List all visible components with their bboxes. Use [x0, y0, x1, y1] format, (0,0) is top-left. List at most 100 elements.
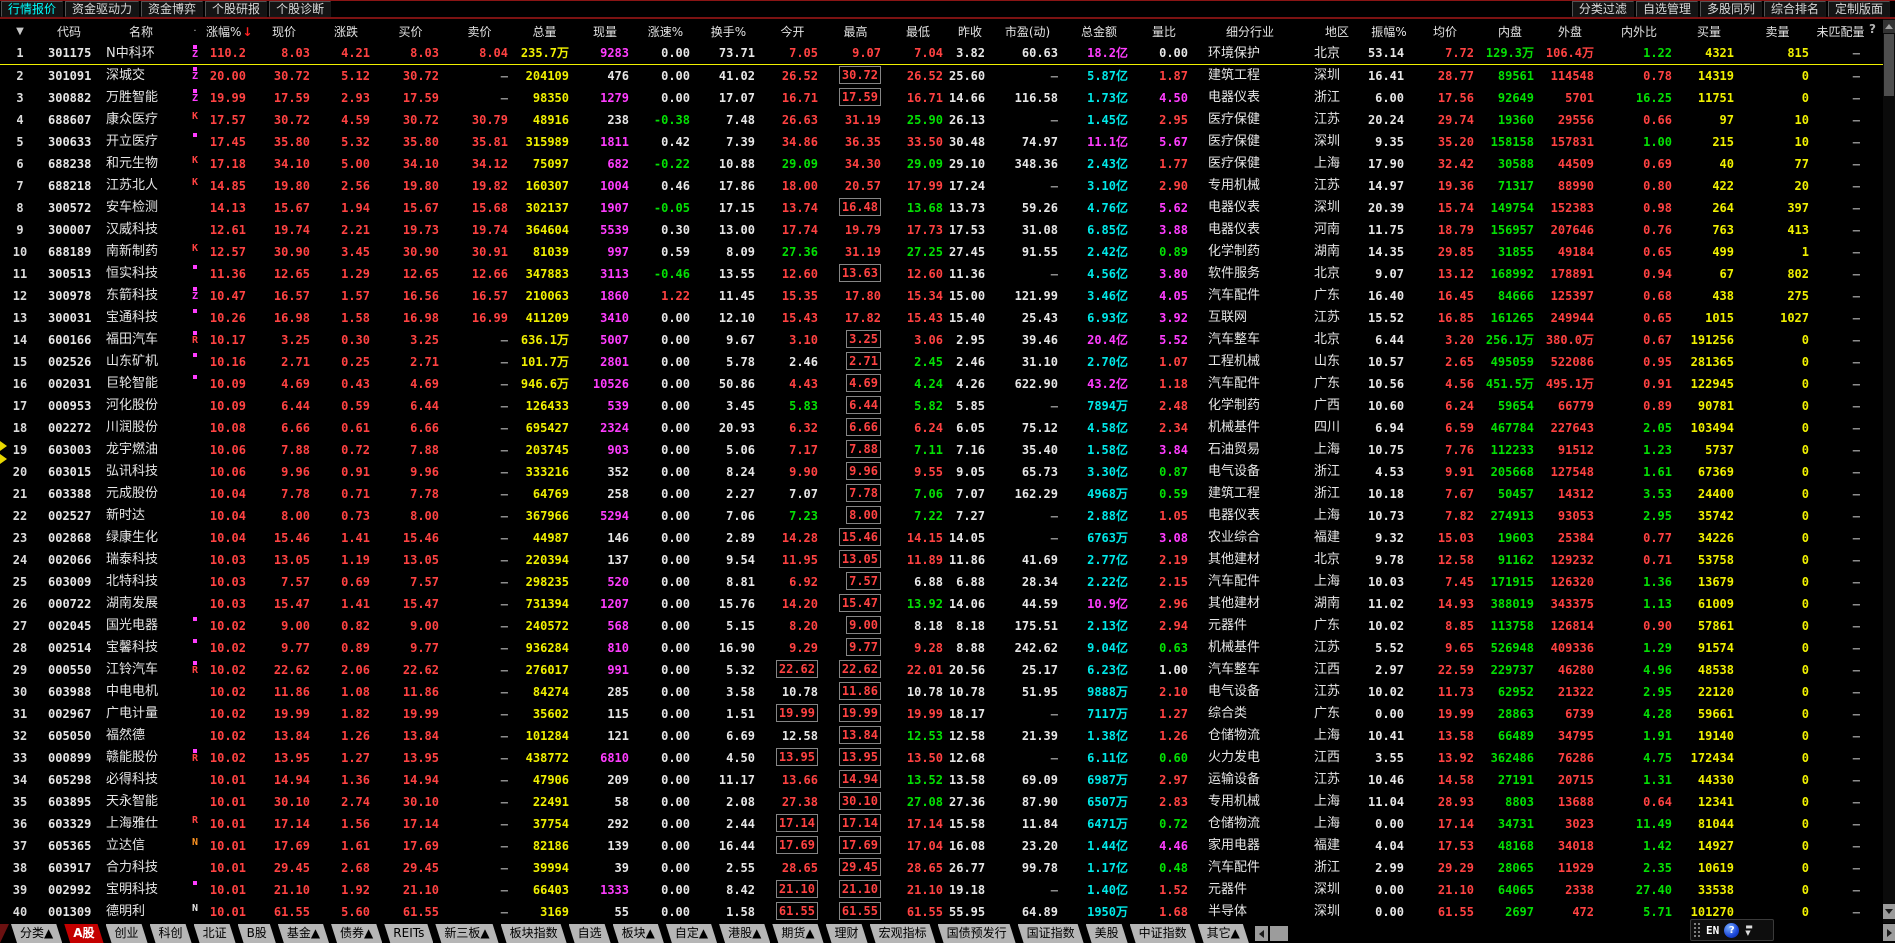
col-header-pct-change[interactable]: 涨幅%↓	[206, 23, 252, 40]
table-row[interactable]: 35 603895 天永智能 10.01 30.10 2.74 30.10–22491 58 0…	[0, 791, 1883, 813]
bottom-tab[interactable]: 创业	[106, 924, 148, 943]
col-header-high[interactable]: 最高	[824, 23, 887, 40]
col-header-in-out-ratio[interactable]: 内外比	[1600, 23, 1678, 40]
table-row[interactable]: 21 603388 元成股份 10.04 7.78 0.71 7.78–64769 258 0.…	[0, 483, 1883, 505]
ime-language-bar[interactable]: EN ? ▬ ▼	[1690, 919, 1774, 941]
col-header-avg-price[interactable]: 均价	[1410, 23, 1480, 40]
table-row[interactable]: 17 000953 河化股份 10.09 6.44 0.59 6.44–126433 539 0…	[0, 395, 1883, 417]
bottom-tab[interactable]: 债券▲	[331, 924, 382, 943]
table-row[interactable]: 27 002045 国光电器 10.02 9.00 0.82 9.00–240572 568 0…	[0, 615, 1883, 637]
top-menu-item[interactable]: 个股研报	[205, 1, 268, 17]
table-row[interactable]: 15 002526 山东矿机 10.16 2.71 0.25 2.71–101.7万 2801…	[0, 351, 1883, 373]
col-header-name[interactable]: 名称	[98, 23, 184, 40]
ime-dropdown-icon[interactable]: ▼	[1745, 929, 1751, 937]
bottom-tab[interactable]: 其它▲	[1198, 924, 1249, 943]
bottom-tab[interactable]: 国证指数	[1018, 924, 1084, 943]
bottom-tab[interactable]: 自定▲	[666, 924, 717, 943]
table-row[interactable]: 16 002031 巨轮智能 10.09 4.69 0.43 4.69–946.6万 1052…	[0, 373, 1883, 395]
ime-controls[interactable]: ▬ ▼	[1745, 923, 1753, 937]
col-header-amount[interactable]: 总金额	[1064, 23, 1134, 40]
table-row[interactable]: 36 603329 上海雅仕 R 10.01 17.14 1.56 17.14–37754 29…	[0, 813, 1883, 835]
bottom-tab[interactable]: 新三板▲	[435, 924, 498, 943]
bottom-tab[interactable]: 中证指数	[1130, 924, 1196, 943]
table-row[interactable]: 31 002967 广电计量 10.02 19.99 1.82 19.99–35602 115…	[0, 703, 1883, 725]
bottom-tab[interactable]: 分类▲	[11, 924, 62, 943]
ime-help-icon[interactable]: ?	[1724, 922, 1740, 938]
col-header-ask[interactable]: 卖价	[445, 23, 514, 40]
table-row[interactable]: 9 300007 汉威科技 12.61 19.74 2.21 19.73 19.74 36460…	[0, 219, 1883, 241]
col-header-badge[interactable]: ·	[184, 26, 206, 37]
bottom-tab[interactable]: 板块▲	[613, 924, 664, 943]
table-row[interactable]: 14 600166 福田汽车 R 10.17 3.25 0.30 3.25–636.1万 500…	[0, 329, 1883, 351]
scrollbar-thumb[interactable]	[1884, 34, 1894, 96]
col-header-speed[interactable]: 涨速%	[635, 23, 696, 40]
bottom-tab[interactable]: 期货▲	[772, 924, 823, 943]
table-row[interactable]: 33 000899 赣能股份 R 10.02 13.95 1.27 13.95–438772 6…	[0, 747, 1883, 769]
top-right-menu-item[interactable]: 多股同列	[1699, 1, 1762, 17]
col-header-row-number[interactable]: ▼	[0, 26, 40, 37]
scroll-up-button[interactable]	[1883, 20, 1895, 33]
col-header-unmatched-vol[interactable]: 未匹配量	[1815, 23, 1866, 40]
table-row[interactable]: 40 001309 德明利 N 10.01 61.55 5.60 61.55–3169 55 0.…	[0, 901, 1883, 923]
tabbar-scroll-left-button[interactable]	[1254, 926, 1268, 941]
top-menu-item[interactable]: 个股诊断	[269, 1, 332, 17]
col-header-industry[interactable]: 细分行业	[1194, 23, 1306, 40]
vertical-scrollbar[interactable]	[1883, 19, 1895, 923]
table-row[interactable]: 34 605298 必得科技 10.01 14.94 1.36 14.94–47906 209…	[0, 769, 1883, 791]
col-header-outer-vol[interactable]: 外盘	[1540, 23, 1600, 40]
table-row[interactable]: 29 000550 江铃汽车 R 10.02 22.62 2.06 22.62–276017 9…	[0, 659, 1883, 681]
ime-grip-icon[interactable]	[1693, 922, 1701, 938]
top-right-menu-item[interactable]: 综合排名	[1763, 1, 1826, 17]
column-help-icon[interactable]: ?	[1869, 22, 1876, 36]
table-row[interactable]: 25 603009 北特科技 10.03 7.57 0.69 7.57–298235 520 0…	[0, 571, 1883, 593]
top-right-menu-item[interactable]: 分类过滤	[1571, 1, 1634, 17]
table-row[interactable]: 4 688607 康众医疗 K 17.57 30.72 4.59 30.72 30.79 4891…	[0, 109, 1883, 131]
table-row[interactable]: 38 603917 合力科技 10.01 29.45 2.68 29.45–39994 39 0…	[0, 857, 1883, 879]
bottom-tab[interactable]: 理财	[826, 924, 868, 943]
table-row[interactable]: 5 300633 开立医疗 17.45 35.80 5.32 35.80 35.81 31598…	[0, 131, 1883, 153]
table-row[interactable]: 22 002527 新时达 10.04 8.00 0.73 8.00–367966 5294 0…	[0, 505, 1883, 527]
ime-language-button[interactable]: EN	[1706, 923, 1720, 937]
table-row[interactable]: 6 688238 和元生物 K 17.18 34.10 5.00 34.10 34.12 7509…	[0, 153, 1883, 175]
col-header-price[interactable]: 现价	[252, 23, 316, 40]
table-row[interactable]: 8 300572 安车检测 14.13 15.67 1.94 15.67 15.68 30213…	[0, 197, 1883, 219]
bottom-tab[interactable]: 科创	[150, 924, 192, 943]
col-header-turnover[interactable]: 换手%	[696, 23, 761, 40]
bottom-tab[interactable]: A股	[64, 924, 103, 943]
table-row[interactable]: 12 300978 东箭科技 Z 10.47 16.57 1.57 16.56 16.57 210…	[0, 285, 1883, 307]
left-panel-expand-handle[interactable]	[0, 441, 9, 473]
top-right-menu-item[interactable]: 自选管理	[1635, 1, 1698, 17]
bottom-tab[interactable]: 板块指数	[501, 924, 567, 943]
top-right-menu-item[interactable]: 定制版面	[1827, 1, 1890, 17]
table-row[interactable]: 19 603003 龙宇燃油 10.06 7.88 0.72 7.88–203745 903 0…	[0, 439, 1883, 461]
table-row[interactable]: 2 301091 深城交 Z 20.00 30.72 5.12 30.72–204109 476…	[0, 65, 1883, 87]
table-row[interactable]: 10 688189 南新制药 K 12.57 30.90 3.45 30.90 30.91 810…	[0, 241, 1883, 263]
table-row[interactable]: 39 002992 宝明科技 10.01 21.10 1.92 21.10–66403 133…	[0, 879, 1883, 901]
tabbar-scroll-track[interactable]	[1269, 926, 1288, 941]
bottom-tab[interactable]: REITs	[384, 924, 433, 943]
bottom-tab[interactable]: 港股▲	[719, 924, 770, 943]
col-header-prev-close[interactable]: 昨收	[949, 23, 991, 40]
col-header-region[interactable]: 地区	[1306, 23, 1368, 40]
table-row[interactable]: 20 603015 弘讯科技 10.06 9.96 0.91 9.96–333216 352 0…	[0, 461, 1883, 483]
col-header-change[interactable]: 涨跌	[316, 23, 376, 40]
tabbar-scroll-right-button[interactable]	[1883, 924, 1895, 941]
col-header-code[interactable]: 代码	[40, 23, 98, 40]
col-header-vol-ratio[interactable]: 量比	[1134, 23, 1194, 40]
table-row[interactable]: 30 603988 中电电机 10.02 11.86 1.08 11.86–84274 285…	[0, 681, 1883, 703]
table-row[interactable]: 28 002514 宝馨科技 10.02 9.77 0.89 9.77–936284 810 0…	[0, 637, 1883, 659]
col-header-cur-volume[interactable]: 现量	[575, 23, 635, 40]
table-row[interactable]: 11 300513 恒实科技 11.36 12.65 1.29 12.65 12.66 3478…	[0, 263, 1883, 285]
col-header-inner-vol[interactable]: 内盘	[1480, 23, 1540, 40]
table-row[interactable]: 24 002066 瑞泰科技 10.03 13.05 1.19 13.05–220394 13…	[0, 549, 1883, 571]
table-row[interactable]: 23 002868 绿康生化 10.04 15.46 1.41 15.46–44987 146…	[0, 527, 1883, 549]
bottom-tab[interactable]: 国债预发行	[938, 924, 1016, 943]
col-header-sell-vol[interactable]: 卖量	[1740, 23, 1815, 40]
col-header-open[interactable]: 今开	[761, 23, 824, 40]
bottom-tab[interactable]: 基金▲	[278, 924, 329, 943]
table-row[interactable]: 26 000722 湖南发展 10.03 15.47 1.41 15.47–731394 12…	[0, 593, 1883, 615]
table-row[interactable]: 18 002272 川润股份 10.08 6.66 0.61 6.66–695427 2324…	[0, 417, 1883, 439]
table-row[interactable]: 13 300031 宝通科技 10.26 16.98 1.58 16.98 16.99 4112…	[0, 307, 1883, 329]
ime-minimize-icon[interactable]: ▬	[1745, 922, 1753, 931]
scroll-down-button[interactable]	[1883, 904, 1895, 919]
